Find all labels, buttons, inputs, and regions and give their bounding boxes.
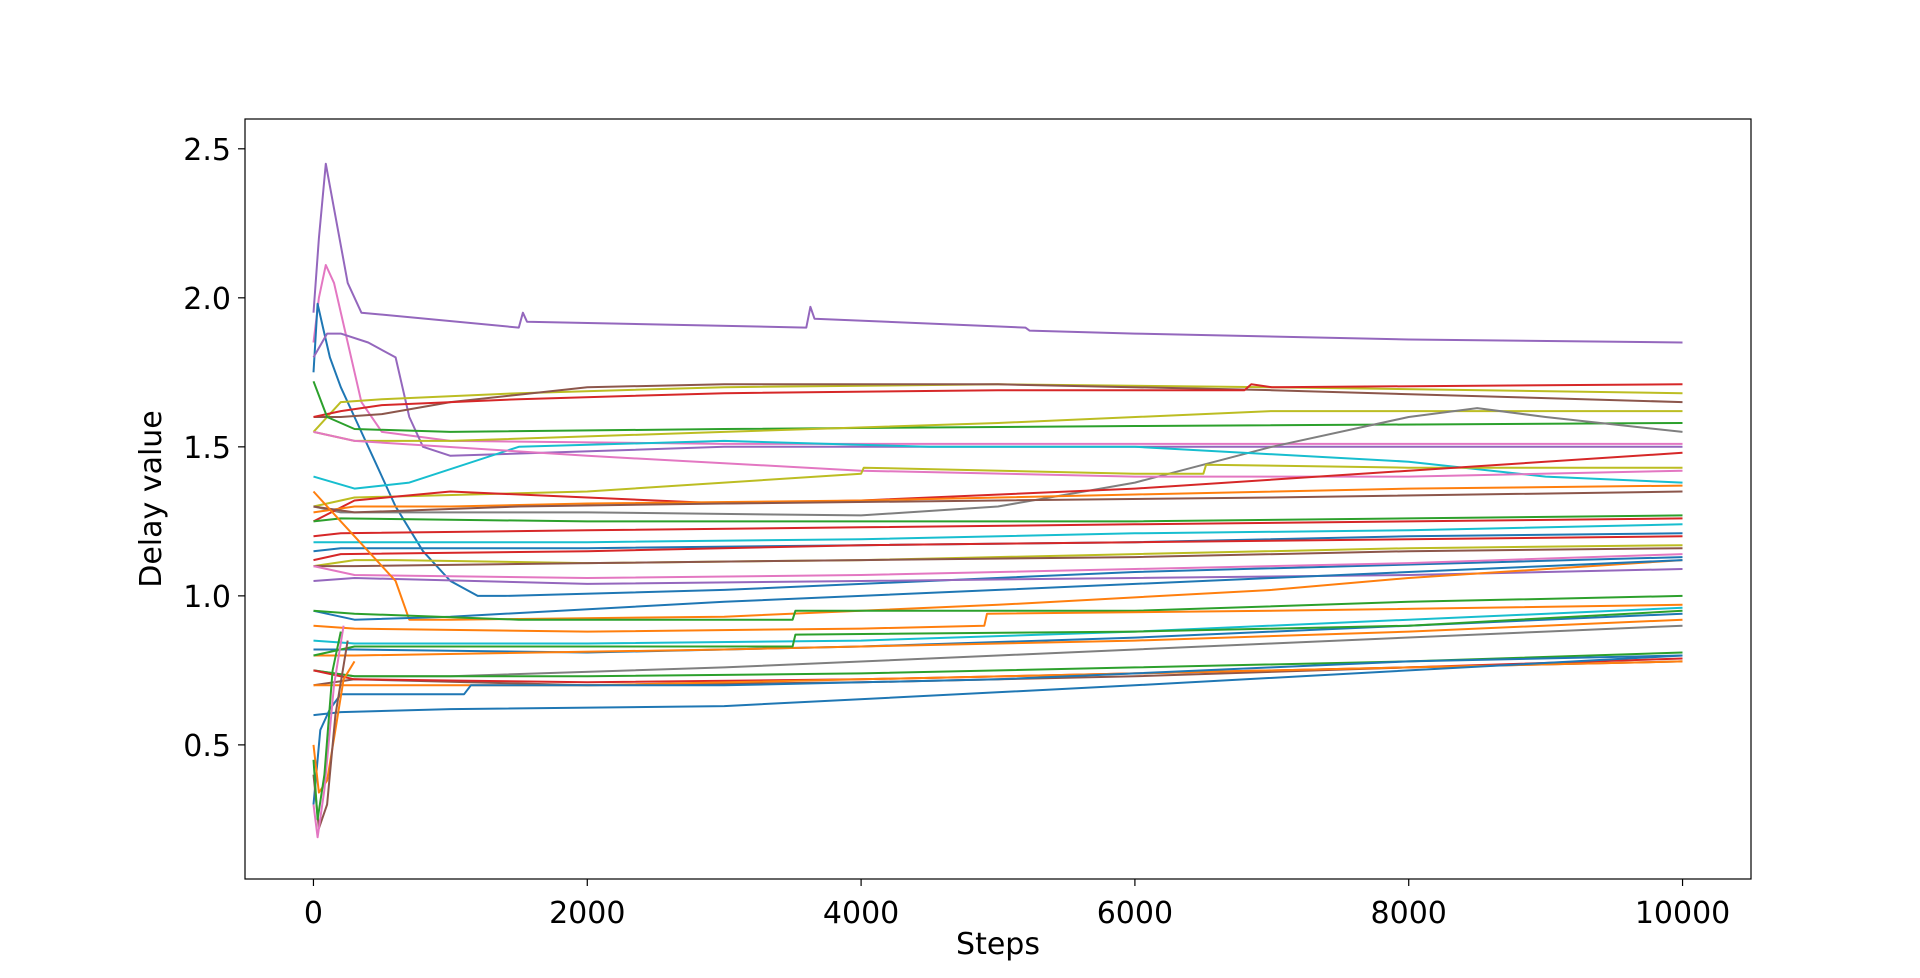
series-line-10 bbox=[313, 407, 1683, 517]
y-tick-label: 1.0 bbox=[183, 580, 231, 615]
x-tick-label: 2000 bbox=[549, 896, 625, 931]
y-axis-ticks: 0.5 1.0 1.5 2.0 2.5 bbox=[183, 133, 245, 764]
series-line-32 bbox=[313, 618, 1683, 657]
y-tick-label: 2.0 bbox=[183, 282, 231, 317]
x-axis-label: Steps bbox=[956, 927, 1040, 962]
series-line-7 bbox=[313, 383, 1683, 418]
x-tick-label: 0 bbox=[304, 896, 323, 931]
series-line-5 bbox=[312, 383, 1683, 433]
series-line-29 bbox=[313, 603, 1683, 633]
x-tick-label: 8000 bbox=[1371, 896, 1447, 931]
series-line-18 bbox=[313, 517, 1683, 538]
plot-area-frame bbox=[244, 118, 1752, 880]
series-line-21 bbox=[313, 535, 1683, 562]
series-line-16 bbox=[313, 490, 1683, 514]
x-tick-label: 10000 bbox=[1635, 896, 1730, 931]
series-line-12 bbox=[313, 430, 1683, 478]
series-line-1 bbox=[312, 162, 1683, 344]
y-axis-label: Delay value bbox=[134, 410, 169, 588]
series-line-11 bbox=[313, 439, 1683, 490]
series-line-38 bbox=[313, 660, 1683, 687]
series-line-15 bbox=[313, 484, 1683, 514]
series-group bbox=[312, 162, 1683, 839]
series-line-39 bbox=[312, 654, 1683, 805]
series-line-24 bbox=[313, 553, 1683, 579]
y-tick-label: 1.5 bbox=[183, 431, 231, 466]
series-line-17 bbox=[313, 514, 1683, 523]
series-line-2 bbox=[312, 264, 1683, 445]
series-line-30 bbox=[313, 606, 1683, 645]
series-line-23 bbox=[313, 547, 1683, 568]
series-line-26 bbox=[312, 490, 1683, 621]
series-line-25 bbox=[313, 568, 1683, 585]
series-line-43 bbox=[312, 625, 345, 839]
y-tick-label: 2.5 bbox=[183, 133, 231, 168]
x-axis-ticks: 0 2000 4000 6000 8000 10000 bbox=[304, 879, 1730, 931]
x-tick-label: 4000 bbox=[823, 896, 899, 931]
series-line-8 bbox=[312, 380, 1683, 433]
x-tick-label: 6000 bbox=[1097, 896, 1173, 931]
series-line-28 bbox=[313, 594, 1683, 621]
series-line-33 bbox=[313, 609, 1683, 657]
series-line-27 bbox=[313, 559, 1683, 621]
series-line-6 bbox=[313, 383, 1683, 418]
y-tick-label: 0.5 bbox=[183, 729, 231, 764]
series-line-42 bbox=[312, 640, 349, 830]
series-line-19 bbox=[313, 523, 1683, 544]
series-line-44 bbox=[312, 631, 342, 821]
series-line-4 bbox=[312, 332, 1683, 457]
